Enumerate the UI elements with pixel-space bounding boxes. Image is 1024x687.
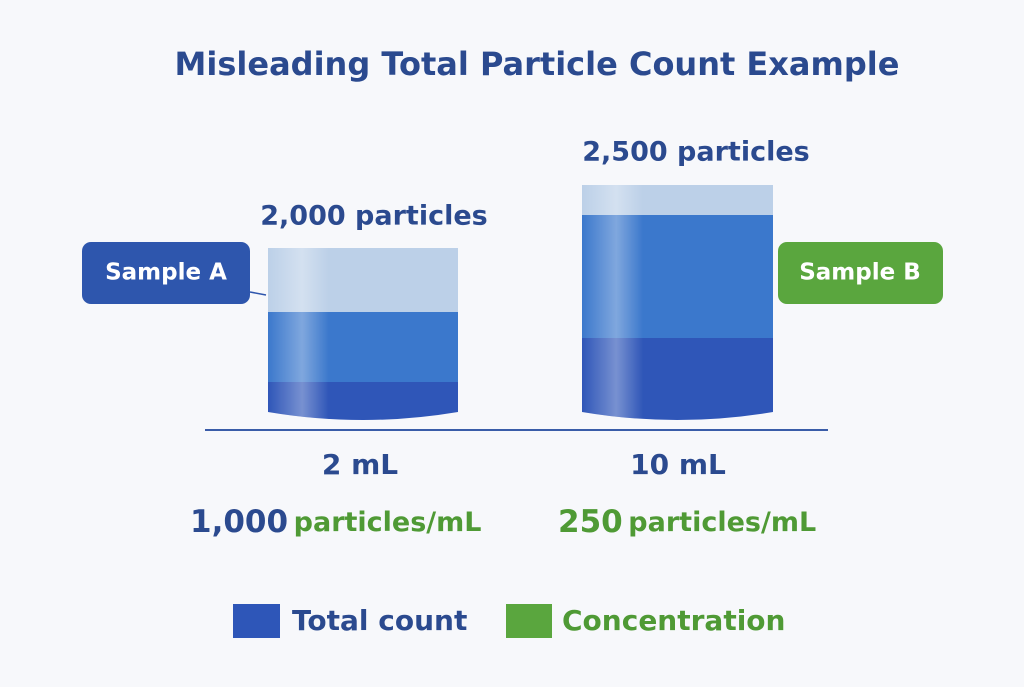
concentration: 1,000 particles/mL bbox=[190, 504, 482, 540]
legend-label: Concentration bbox=[562, 604, 785, 637]
concentration-value: 1,000 bbox=[190, 504, 288, 540]
concentration-value: 250 bbox=[558, 504, 623, 540]
legend-label: Total count bbox=[292, 604, 467, 637]
sample-label: Sample A bbox=[105, 260, 227, 286]
concentration-unit: particles/mL bbox=[628, 507, 816, 538]
volume-label: 10 mL bbox=[630, 448, 726, 481]
concentration: 250 particles/mL bbox=[558, 504, 816, 540]
arrow bbox=[249, 291, 267, 296]
count-label: 2,000 particles bbox=[260, 201, 487, 232]
sample-badge bbox=[82, 242, 250, 304]
volume-label: 2 mL bbox=[322, 448, 398, 481]
sample-badge bbox=[778, 242, 943, 304]
sample-label: Sample B bbox=[799, 260, 921, 286]
legend-swatch bbox=[506, 604, 552, 638]
title: Misleading Total Particle Count Example bbox=[175, 45, 900, 83]
cylinder-b bbox=[582, 185, 773, 420]
count-label: 2,500 particles bbox=[582, 137, 809, 168]
concentration-unit: particles/mL bbox=[294, 507, 482, 538]
cylinder-a bbox=[268, 248, 458, 420]
legend-swatch bbox=[233, 604, 280, 638]
